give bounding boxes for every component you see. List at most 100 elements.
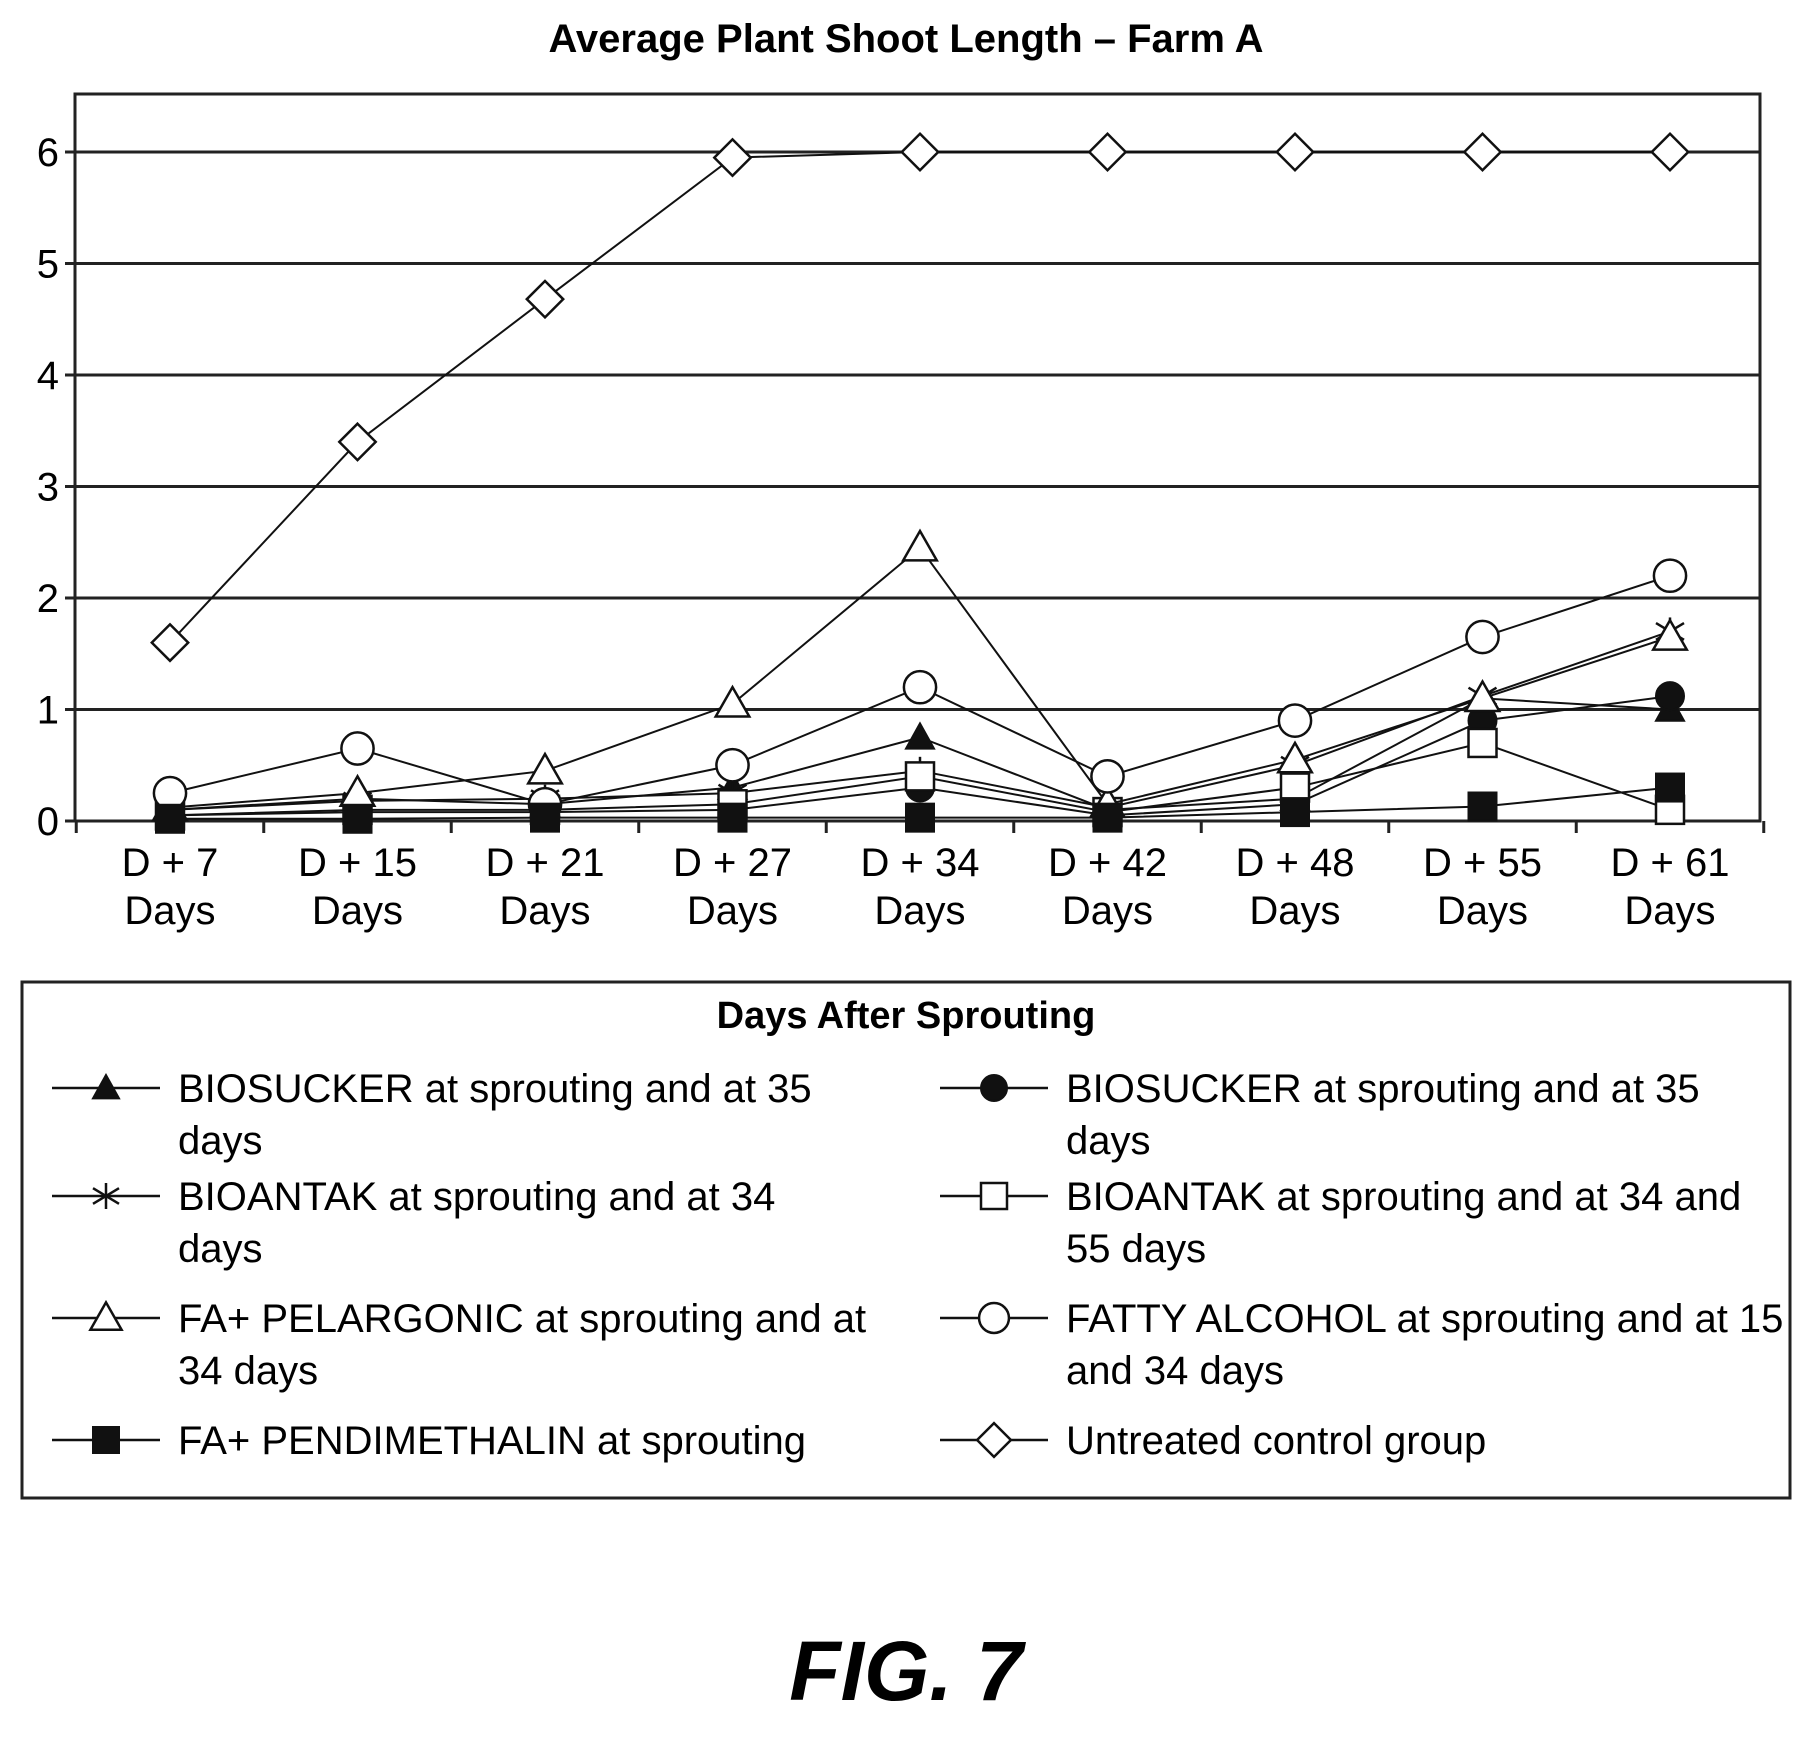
y-tick-label: 2 xyxy=(37,577,59,621)
y-tick-label: 0 xyxy=(37,800,59,844)
legend-label: BIOSUCKER at sprouting and at 35 days xyxy=(1066,1067,1700,1163)
x-tick-label: Days xyxy=(1437,889,1528,933)
x-tick-label: D + 7 xyxy=(122,841,219,885)
data-point xyxy=(1280,797,1310,828)
legend-marker xyxy=(92,1426,120,1454)
data-point xyxy=(901,528,939,562)
x-tick-label: Days xyxy=(1062,889,1153,933)
data-point xyxy=(902,669,938,705)
data-point xyxy=(340,731,375,766)
x-tick-label: D + 61 xyxy=(1611,841,1730,885)
data-point xyxy=(1465,619,1500,655)
legend-label: BIOSUCKER at sprouting and at 35 days xyxy=(178,1067,812,1163)
data-point xyxy=(1467,727,1498,759)
x-tick-label: D + 42 xyxy=(1048,841,1167,885)
legend-item: BIOSUCKER at sprouting and at 35 days xyxy=(52,1067,812,1163)
legend-item: Untreated control group xyxy=(940,1419,1486,1463)
data-point xyxy=(904,721,936,750)
x-tick-label: Days xyxy=(874,889,965,933)
data-point xyxy=(900,132,940,172)
x-axis-label: Days After Sprouting xyxy=(717,995,1096,1037)
figure-label: FIG. 7 xyxy=(789,1624,1026,1718)
legend-label: FATTY ALCOHOL at sprouting and at 15 and … xyxy=(1066,1297,1783,1393)
x-tick-label: Days xyxy=(1249,889,1340,933)
legend-label: FA+ PELARGONIC at sprouting and at 34 day… xyxy=(178,1297,866,1393)
data-point xyxy=(155,803,185,834)
data-point xyxy=(904,761,936,792)
y-tick-label: 5 xyxy=(37,243,59,287)
data-point xyxy=(1092,802,1123,833)
series-group xyxy=(150,132,1690,834)
legend-marker xyxy=(977,1301,1011,1335)
x-tick-label: D + 55 xyxy=(1423,841,1542,885)
data-point xyxy=(150,622,190,663)
legend-label: BIOANTAK at sprouting and at 34 days xyxy=(178,1175,775,1271)
legend-marker xyxy=(91,1072,121,1100)
legend-marker xyxy=(975,1421,1013,1459)
x-tick-label: Days xyxy=(312,889,403,933)
legend-label: Untreated control group xyxy=(1066,1419,1486,1463)
legend-box xyxy=(20,980,1792,1500)
data-point xyxy=(1655,772,1685,803)
data-point xyxy=(1276,740,1314,774)
series-5 xyxy=(152,558,1688,822)
data-point xyxy=(905,802,935,833)
x-tick-label: Days xyxy=(124,889,215,933)
series-6 xyxy=(155,772,1685,834)
legend: BIOSUCKER at sprouting and at 35 days BIOS… xyxy=(52,1067,1783,1463)
x-tick-label: Days xyxy=(687,889,778,933)
data-point xyxy=(1652,558,1688,594)
data-point xyxy=(526,751,564,785)
legend-marker xyxy=(92,1183,120,1209)
data-point xyxy=(1087,132,1128,172)
legend-item: FA+ PELARGONIC at sprouting and at 34 day… xyxy=(52,1297,866,1393)
x-tick-label: D + 15 xyxy=(298,841,417,885)
legend-item: BIOSUCKER at sprouting and at 35 days xyxy=(940,1067,1700,1163)
legend-item: BIOANTAK at sprouting and at 34 days xyxy=(52,1175,775,1271)
chart-title: Average Plant Shoot Length – Farm A xyxy=(549,17,1264,61)
legend-label: BIOANTAK at sprouting and at 34 and 55 da… xyxy=(1066,1175,1741,1271)
y-tick-label: 4 xyxy=(37,354,59,398)
data-point xyxy=(337,421,378,462)
x-tick-label: Days xyxy=(499,889,590,933)
y-tick-label: 3 xyxy=(37,466,59,510)
data-point xyxy=(1277,703,1313,739)
x-tick-label: D + 34 xyxy=(861,841,980,885)
y-tick-label: 1 xyxy=(37,689,59,733)
data-point xyxy=(1467,791,1498,822)
data-point xyxy=(342,803,373,834)
x-tick-label: D + 27 xyxy=(673,841,792,885)
data-point xyxy=(1275,132,1315,172)
data-point xyxy=(525,279,565,320)
y-tick-label: 6 xyxy=(37,131,59,175)
x-tick-label: D + 21 xyxy=(486,841,605,885)
legend-item: FA+ PENDIMETHALIN at sprouting xyxy=(52,1419,806,1463)
data-point xyxy=(1650,132,1690,172)
data-point xyxy=(1090,759,1125,794)
data-point xyxy=(713,684,752,718)
plot-area-frame xyxy=(73,92,1762,823)
legend-label: FA+ PENDIMETHALIN at sprouting xyxy=(178,1419,806,1463)
legend-item: FATTY ALCOHOL at sprouting and at 15 and … xyxy=(940,1297,1783,1393)
data-point xyxy=(1651,617,1689,651)
series-7 xyxy=(150,132,1690,663)
y-axis-ticks: 0 1 2 3 4 5 6 xyxy=(37,131,75,844)
data-point xyxy=(1279,772,1311,803)
gridlines xyxy=(75,150,1760,823)
data-point xyxy=(530,802,560,833)
x-tick-label: D + 48 xyxy=(1236,841,1355,885)
data-point xyxy=(712,137,753,178)
series-line xyxy=(169,151,1670,644)
legend-marker xyxy=(88,1299,124,1331)
legend-marker xyxy=(980,1074,1008,1102)
legend-marker xyxy=(979,1181,1009,1211)
data-point xyxy=(1463,679,1502,713)
data-point xyxy=(717,802,748,833)
data-point xyxy=(1462,132,1503,172)
x-tick-label: Days xyxy=(1624,889,1715,933)
data-point xyxy=(715,747,750,783)
legend-item: BIOANTAK at sprouting and at 34 and 55 da… xyxy=(940,1175,1741,1271)
data-point xyxy=(1655,681,1685,712)
